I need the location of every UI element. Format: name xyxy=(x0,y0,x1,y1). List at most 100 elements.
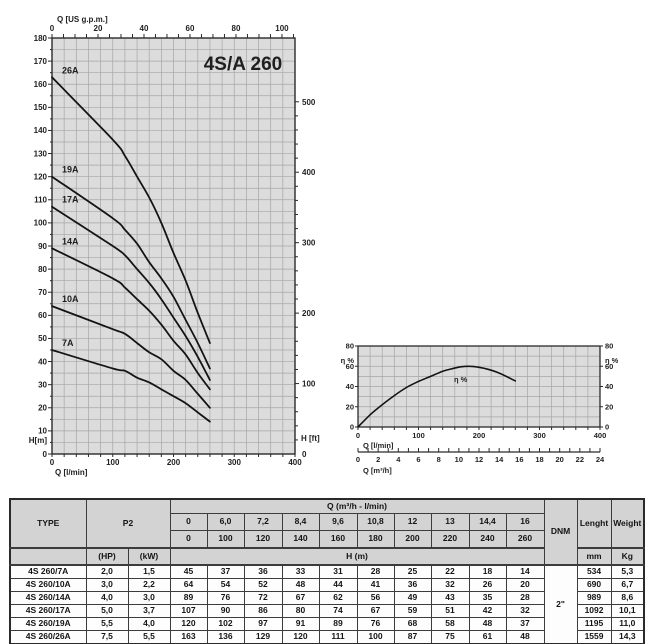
curve-17A xyxy=(51,205,211,381)
q-lmin-value: 180 xyxy=(356,530,395,549)
left-axis-title: H[m] xyxy=(29,436,48,445)
bottom-axis-tick-label: 0 xyxy=(356,431,360,440)
m3h-axis-title: Q [m³/h] xyxy=(363,466,392,475)
left-axis-tick-label: 60 xyxy=(38,311,47,320)
table-row: 4S 260/19A 5,5 4,0 120 102 97 91 89 76 68 58 48 37 11… xyxy=(9,617,645,631)
left-axis-tick-label: 40 xyxy=(38,357,47,366)
left-axis-tick-label: 80 xyxy=(346,342,354,351)
right-axis-tick-label: 60 xyxy=(605,362,613,371)
head-value: 28 xyxy=(356,564,395,579)
head-value: 20 xyxy=(505,578,545,592)
head-value: 80 xyxy=(281,604,320,618)
curve-label-14A: 14A xyxy=(62,236,79,246)
left-axis-tick-label: 30 xyxy=(38,380,47,389)
head-value: 111 xyxy=(318,630,358,644)
right-axis-tick-label: 500 xyxy=(302,98,316,107)
length-value: 534 xyxy=(576,564,612,579)
left-axis-tick-label: 150 xyxy=(34,103,48,112)
p2-kw-value: 3,0 xyxy=(127,591,171,605)
header-spacer xyxy=(9,547,87,566)
m3h-axis-tick-label: 10 xyxy=(455,455,463,464)
left-axis-tick-label: 100 xyxy=(34,219,48,228)
length-value: 989 xyxy=(576,591,612,605)
curve-26A xyxy=(51,76,211,344)
q-lmin-value: 100 xyxy=(206,530,245,549)
unit-mm: mm xyxy=(576,547,612,566)
q-lmin-value: 240 xyxy=(468,530,507,549)
weight-value: 8,6 xyxy=(610,591,645,605)
head-value: 36 xyxy=(393,578,432,592)
p2-kw-value: 5,5 xyxy=(127,630,171,644)
q-lmin-value: 220 xyxy=(430,530,470,549)
table-row: 4S 260/7A 2,0 1,5 45 37 36 33 31 28 25 22 18 14 2" 534… xyxy=(9,564,645,644)
head-value: 44 xyxy=(318,578,358,592)
length-value: 1092 xyxy=(576,604,612,618)
head-value: 67 xyxy=(356,604,395,618)
left-axis-tick-label: 90 xyxy=(38,242,47,251)
m3h-axis-tick-label: 20 xyxy=(555,455,563,464)
pump-type: 4S 260/10A xyxy=(9,578,87,592)
top-axis-tick-label: 100 xyxy=(275,24,289,33)
top-axis-tick-label: 80 xyxy=(232,24,241,33)
unit-hp: (HP) xyxy=(85,547,129,566)
head-value: 64 xyxy=(169,578,208,592)
curve-label-7A: 7A xyxy=(62,338,74,348)
bottom-axis-tick-label: 400 xyxy=(594,431,607,440)
chart-title: 4S/A 260 xyxy=(204,54,283,75)
m3h-axis-tick-label: 18 xyxy=(535,455,543,464)
left-axis-tick-label: 70 xyxy=(38,288,47,297)
unit-kw: (kW) xyxy=(127,547,171,566)
bottom-axis-tick-label: 100 xyxy=(106,458,120,467)
left-axis-tick-label: 180 xyxy=(34,34,48,43)
q-m3h-value: 9,6 xyxy=(318,513,358,531)
p2-kw-value: 2,2 xyxy=(127,578,171,592)
head-value: 87 xyxy=(393,630,432,644)
head-value: 129 xyxy=(243,630,283,644)
head-value: 35 xyxy=(468,591,507,605)
head-value: 32 xyxy=(430,578,470,592)
left-axis-tick-label: 80 xyxy=(38,265,47,274)
curve-19A xyxy=(51,175,211,370)
head-value: 36 xyxy=(243,564,283,579)
col-header-type: TYPE xyxy=(9,498,87,549)
head-value: 72 xyxy=(243,591,283,605)
head-value: 120 xyxy=(169,617,208,631)
dnm-value: 2" xyxy=(543,564,578,644)
head-value: 90 xyxy=(206,604,245,618)
length-value: 1195 xyxy=(576,617,612,631)
curve-label-17A: 17A xyxy=(62,195,79,205)
p2-kw-value: 4,0 xyxy=(127,617,171,631)
pump-type: 4S 260/26A xyxy=(9,630,87,644)
head-value: 48 xyxy=(468,617,507,631)
left-axis-tick-label: 0 xyxy=(350,423,354,432)
bottom-axis-title: Q [l/min] xyxy=(363,441,394,450)
q-m3h-value: 0 xyxy=(169,513,208,531)
length-value: 1559 xyxy=(576,630,612,644)
head-value: 54 xyxy=(206,578,245,592)
weight-value: 6,7 xyxy=(610,578,645,592)
left-axis-tick-label: 140 xyxy=(34,126,48,135)
head-value: 26 xyxy=(468,578,507,592)
head-value: 32 xyxy=(505,604,545,618)
curve-14A xyxy=(51,247,211,391)
left-axis-tick-label: 110 xyxy=(34,196,47,205)
m3h-axis-tick-label: 4 xyxy=(396,455,401,464)
performance-table: TYPE P2 Q (m³/h - l/min) DNM Lenght Weig… xyxy=(9,498,646,644)
q-m3h-value: 10,8 xyxy=(356,513,395,531)
pump-type: 4S 260/7A xyxy=(9,564,87,579)
head-value: 51 xyxy=(430,604,470,618)
weight-value: 5,3 xyxy=(610,564,645,579)
col-header-dnm: DNM xyxy=(543,498,578,566)
head-value: 76 xyxy=(206,591,245,605)
head-value: 136 xyxy=(206,630,245,644)
q-lmin-value: 120 xyxy=(243,530,283,549)
bottom-axis-tick-label: 400 xyxy=(288,458,302,467)
head-value: 91 xyxy=(281,617,320,631)
unit-kg: Kg xyxy=(610,547,645,566)
col-header-weight: Weight xyxy=(610,498,645,549)
left-axis-tick-label: 50 xyxy=(38,334,47,343)
head-value: 48 xyxy=(505,630,545,644)
weight-value: 11,0 xyxy=(610,617,645,631)
